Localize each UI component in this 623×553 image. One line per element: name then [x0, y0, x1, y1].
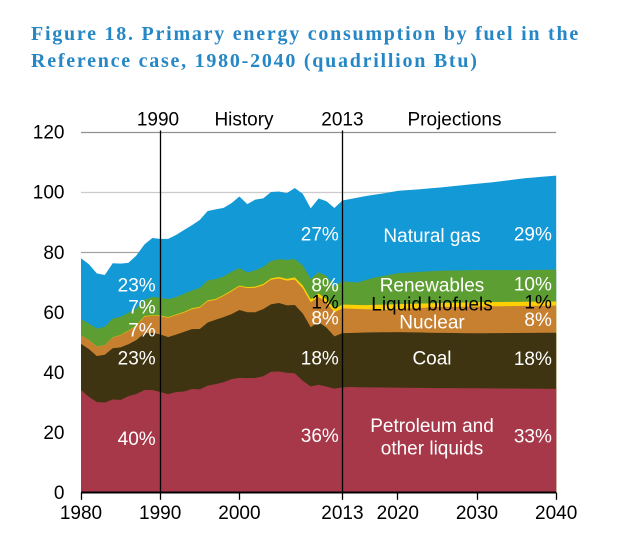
svg-text:7%: 7%	[128, 321, 156, 342]
svg-text:1990: 1990	[139, 503, 181, 524]
svg-text:Renewables: Renewables	[380, 275, 485, 296]
svg-text:1990: 1990	[137, 109, 179, 130]
svg-text:other liquids: other liquids	[381, 438, 483, 459]
svg-text:Petroleum and: Petroleum and	[370, 416, 494, 437]
svg-text:Nuclear: Nuclear	[399, 312, 465, 333]
svg-text:29%: 29%	[514, 225, 552, 246]
svg-text:23%: 23%	[118, 348, 156, 369]
svg-text:120: 120	[33, 123, 65, 144]
svg-text:8%: 8%	[311, 276, 339, 297]
svg-text:18%: 18%	[514, 349, 552, 370]
svg-text:8%: 8%	[524, 310, 552, 331]
svg-text:36%: 36%	[301, 426, 339, 447]
svg-text:7%: 7%	[128, 297, 156, 318]
svg-text:2020: 2020	[377, 503, 419, 524]
svg-text:2040: 2040	[535, 503, 577, 524]
svg-text:1%: 1%	[524, 293, 552, 314]
svg-text:23%: 23%	[118, 276, 156, 297]
svg-text:18%: 18%	[301, 348, 339, 369]
svg-text:Natural gas: Natural gas	[383, 226, 480, 247]
svg-text:27%: 27%	[301, 225, 339, 246]
svg-text:2013: 2013	[321, 109, 363, 130]
svg-text:Liquid biofuels: Liquid biofuels	[371, 295, 492, 316]
svg-text:Coal: Coal	[412, 348, 451, 369]
svg-text:33%: 33%	[514, 427, 552, 448]
svg-text:10%: 10%	[514, 274, 552, 295]
svg-text:1980: 1980	[60, 503, 102, 524]
svg-text:2030: 2030	[456, 503, 498, 524]
svg-text:2000: 2000	[218, 503, 260, 524]
svg-text:80: 80	[43, 243, 64, 264]
svg-text:1%: 1%	[311, 293, 339, 314]
svg-text:2013: 2013	[321, 503, 363, 524]
svg-text:8%: 8%	[311, 309, 339, 330]
svg-text:20: 20	[43, 423, 64, 444]
svg-text:100: 100	[33, 183, 65, 204]
svg-text:40: 40	[43, 363, 64, 384]
svg-text:0: 0	[54, 483, 65, 504]
svg-text:History: History	[214, 109, 274, 130]
svg-text:40%: 40%	[118, 429, 156, 450]
svg-text:Projections: Projections	[408, 109, 502, 130]
svg-text:60: 60	[43, 303, 64, 324]
